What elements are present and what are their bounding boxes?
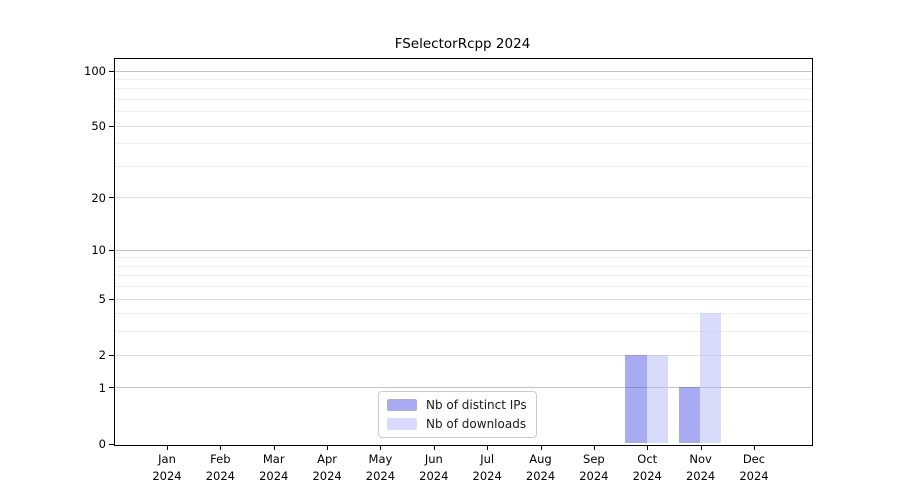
x-tick-label: May 2024 bbox=[365, 452, 396, 483]
x-tick-mark bbox=[753, 445, 755, 450]
gridline bbox=[115, 331, 812, 333]
gridline bbox=[115, 257, 812, 259]
y-tick-label: 50 bbox=[91, 119, 106, 134]
x-tick-mark bbox=[220, 445, 222, 450]
x-tick-mark bbox=[433, 445, 435, 450]
gridline bbox=[115, 387, 812, 389]
x-tick-label: Jun 2024 bbox=[419, 452, 449, 483]
x-tick-mark bbox=[540, 445, 542, 450]
legend-label-distinct-ips: Nb of distinct IPs bbox=[426, 398, 527, 412]
x-tick-mark bbox=[700, 445, 702, 450]
bar-layer bbox=[115, 59, 812, 445]
y-tick-label: 100 bbox=[84, 64, 106, 78]
y-tick-mark bbox=[109, 443, 114, 445]
x-tick-label: Jan 2024 bbox=[152, 452, 182, 483]
x-tick-mark bbox=[647, 445, 649, 450]
x-tick-label: Aug 2024 bbox=[525, 452, 556, 483]
y-tick-label: 1 bbox=[98, 380, 106, 395]
chart-title: FSelectorRcpp 2024 bbox=[394, 36, 531, 52]
legend-item-downloads: Nb of downloads bbox=[387, 417, 527, 431]
gridline bbox=[115, 354, 812, 356]
gridline bbox=[115, 197, 812, 199]
x-tick-label: Dec 2024 bbox=[739, 452, 769, 483]
x-tick-mark bbox=[273, 445, 275, 450]
y-tick-mark bbox=[109, 387, 114, 389]
bar-nb-of-downloads-nov bbox=[700, 313, 722, 444]
bar-nb-of-distinct-ips-nov bbox=[678, 387, 701, 444]
y-tick-mark bbox=[109, 298, 114, 300]
gridline bbox=[115, 111, 812, 113]
gridline bbox=[115, 88, 812, 90]
y-tick-label: 10 bbox=[91, 243, 106, 258]
gridline bbox=[115, 98, 812, 100]
gridline bbox=[115, 70, 812, 72]
x-tick-mark bbox=[167, 445, 168, 450]
y-tick-label: 0 bbox=[98, 437, 106, 451]
x-tick-label: Jul 2024 bbox=[472, 452, 502, 483]
x-tick-label: Feb 2024 bbox=[205, 452, 235, 483]
legend-swatch-distinct-ips bbox=[387, 399, 417, 411]
x-tick-label: Apr 2024 bbox=[312, 452, 342, 483]
y-tick-mark bbox=[109, 125, 114, 127]
x-tick-label: Mar 2024 bbox=[259, 452, 289, 483]
x-tick-mark bbox=[380, 445, 382, 450]
gridline bbox=[115, 125, 812, 127]
x-tick-label: Sep 2024 bbox=[579, 452, 609, 483]
x-tick-mark bbox=[487, 445, 489, 450]
y-tick-mark bbox=[109, 197, 114, 199]
x-tick-label: Nov 2024 bbox=[685, 452, 716, 483]
y-tick-label: 20 bbox=[91, 190, 106, 205]
y-tick-mark bbox=[109, 249, 114, 251]
y-tick-mark bbox=[109, 70, 114, 72]
grid-layer bbox=[115, 59, 812, 445]
legend-swatch-downloads bbox=[387, 418, 417, 430]
gridline bbox=[115, 275, 812, 277]
gridline bbox=[115, 78, 812, 80]
gridline bbox=[115, 298, 812, 300]
gridline bbox=[115, 249, 812, 251]
x-tick-label: Oct 2024 bbox=[632, 452, 662, 483]
x-tick-mark bbox=[593, 445, 595, 450]
gridline bbox=[115, 143, 812, 145]
legend-item-distinct-ips: Nb of distinct IPs bbox=[387, 398, 527, 412]
x-tick-mark bbox=[327, 445, 329, 450]
legend: Nb of distinct IPs Nb of downloads bbox=[378, 391, 537, 438]
y-tick-mark bbox=[109, 354, 114, 356]
gridline bbox=[115, 286, 812, 288]
gridline bbox=[115, 313, 812, 315]
gridline bbox=[115, 165, 812, 167]
y-tick-label: 2 bbox=[98, 348, 106, 363]
y-tick-label: 5 bbox=[98, 292, 106, 307]
gridline bbox=[115, 265, 812, 267]
bar-nb-of-downloads-oct bbox=[646, 354, 669, 444]
plot-area: Nb of distinct IPs Nb of downloads bbox=[114, 58, 813, 446]
legend-label-downloads: Nb of downloads bbox=[426, 417, 527, 431]
bar-nb-of-distinct-ips-oct bbox=[625, 354, 647, 444]
